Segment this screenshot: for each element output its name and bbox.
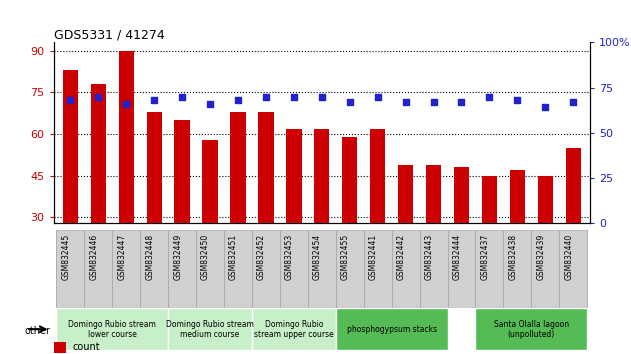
Point <box>401 99 411 105</box>
Text: GSM832443: GSM832443 <box>425 234 433 280</box>
Point <box>345 99 355 105</box>
Bar <box>230 112 245 301</box>
Text: GDS5331 / 41274: GDS5331 / 41274 <box>54 28 165 41</box>
Bar <box>308 230 336 308</box>
Bar <box>112 230 140 308</box>
Bar <box>258 112 274 301</box>
Bar <box>342 137 357 301</box>
Bar <box>336 308 447 350</box>
Bar <box>363 230 392 308</box>
Point <box>373 94 383 99</box>
Text: Domingo Rubio stream
lower course: Domingo Rubio stream lower course <box>68 320 156 339</box>
Bar <box>420 230 447 308</box>
Bar <box>56 308 168 350</box>
Bar <box>392 230 420 308</box>
Bar <box>252 230 280 308</box>
Text: Santa Olalla lagoon
(unpolluted): Santa Olalla lagoon (unpolluted) <box>494 320 569 339</box>
Bar <box>54 342 66 353</box>
Point <box>428 99 439 105</box>
Text: GSM832454: GSM832454 <box>313 234 322 280</box>
Bar <box>203 140 218 301</box>
Bar <box>398 165 413 301</box>
Bar <box>504 230 531 308</box>
Bar <box>168 308 252 350</box>
Bar <box>140 230 168 308</box>
Point <box>540 105 550 110</box>
Text: GSM832449: GSM832449 <box>173 234 182 280</box>
Point <box>456 99 466 105</box>
Text: GSM832446: GSM832446 <box>90 234 98 280</box>
Point <box>149 97 159 103</box>
Point <box>289 94 299 99</box>
Bar <box>510 170 525 301</box>
Bar <box>280 230 308 308</box>
Point <box>261 94 271 99</box>
Bar <box>168 230 196 308</box>
Bar <box>314 129 329 301</box>
Bar <box>174 120 190 301</box>
Bar <box>370 129 386 301</box>
Bar <box>475 230 504 308</box>
Text: GSM832450: GSM832450 <box>201 234 210 280</box>
Point <box>66 97 76 103</box>
Text: GSM832444: GSM832444 <box>452 234 461 280</box>
Point <box>121 101 131 107</box>
Text: GSM832448: GSM832448 <box>145 234 154 280</box>
Text: Domingo Rubio
stream upper course: Domingo Rubio stream upper course <box>254 320 334 339</box>
Bar <box>196 230 224 308</box>
Text: GSM832440: GSM832440 <box>564 234 573 280</box>
Bar <box>336 230 363 308</box>
Text: GSM832447: GSM832447 <box>117 234 126 280</box>
Bar <box>91 84 106 301</box>
Point <box>512 97 522 103</box>
Bar <box>286 129 302 301</box>
Point <box>93 94 103 99</box>
Text: GSM832441: GSM832441 <box>369 234 378 280</box>
Point <box>317 94 327 99</box>
Text: GSM832455: GSM832455 <box>341 234 350 280</box>
Bar <box>426 165 441 301</box>
Bar <box>481 176 497 301</box>
Bar <box>119 51 134 301</box>
Point <box>568 99 578 105</box>
Text: GSM832439: GSM832439 <box>536 234 545 280</box>
Bar <box>146 112 162 301</box>
Text: GSM832442: GSM832442 <box>397 234 406 280</box>
Bar <box>565 148 581 301</box>
Text: GSM832445: GSM832445 <box>61 234 71 280</box>
Bar <box>538 176 553 301</box>
Text: GSM832437: GSM832437 <box>480 234 490 280</box>
Text: other: other <box>25 326 50 336</box>
Point <box>485 94 495 99</box>
Text: GSM832438: GSM832438 <box>509 234 517 280</box>
Text: count: count <box>73 342 100 352</box>
Point <box>177 94 187 99</box>
Bar <box>85 230 112 308</box>
Text: phosphogypsum stacks: phosphogypsum stacks <box>346 325 437 334</box>
Bar <box>252 308 336 350</box>
Point <box>205 101 215 107</box>
Bar <box>475 308 587 350</box>
Text: GSM832451: GSM832451 <box>229 234 238 280</box>
Text: Domingo Rubio stream
medium course: Domingo Rubio stream medium course <box>166 320 254 339</box>
Point <box>233 97 243 103</box>
Bar <box>559 230 587 308</box>
Bar <box>56 230 85 308</box>
Bar <box>531 230 559 308</box>
Bar <box>62 70 78 301</box>
Text: GSM832453: GSM832453 <box>285 234 294 280</box>
Bar <box>447 230 475 308</box>
Bar <box>224 230 252 308</box>
Bar <box>454 167 469 301</box>
Text: GSM832452: GSM832452 <box>257 234 266 280</box>
